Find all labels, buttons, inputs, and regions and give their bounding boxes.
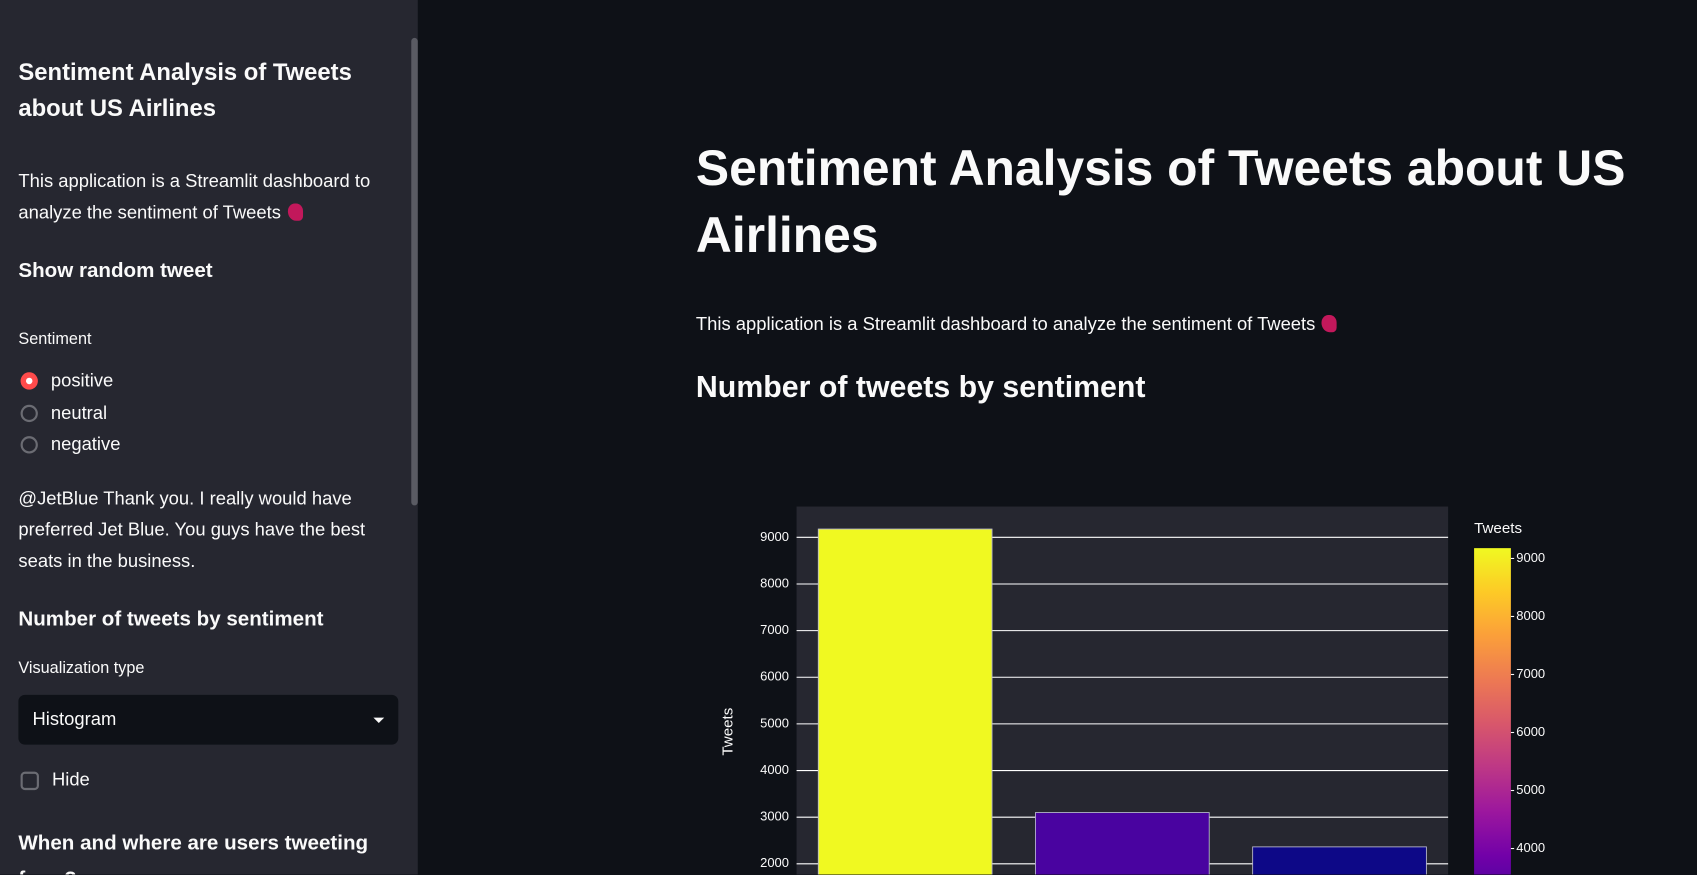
chart: 2000 3000 4000 5000 6000 7000 8000 9000 Tweets Tw… bbox=[719, 506, 1545, 875]
radio-dot[interactable] bbox=[20, 372, 38, 390]
checkbox[interactable]: Hide bbox=[20, 769, 90, 792]
text: This application is a Streamlit dashboar… bbox=[695, 313, 1316, 335]
bar bbox=[1035, 812, 1210, 875]
bird-icon bbox=[287, 203, 303, 221]
radio-text: negative bbox=[50, 434, 121, 455]
main-header: Number of tweets by sentiment bbox=[695, 370, 1146, 404]
y-tick-label: 3000 bbox=[760, 809, 789, 824]
checkbox-label: Hide bbox=[51, 769, 90, 791]
select-value: Histogram bbox=[32, 708, 117, 730]
scrollbar[interactable] bbox=[411, 37, 418, 506]
sidebar: Sentiment Analysis of Tweets about US Ai… bbox=[0, 0, 418, 875]
radio-dot[interactable] bbox=[20, 436, 38, 454]
checkbox-box[interactable] bbox=[20, 771, 39, 790]
sidebar-description: This application is a Streamlit dashboar… bbox=[18, 166, 397, 229]
select-box[interactable]: Histogram bbox=[18, 694, 399, 745]
text: This application is a Streamlit dashboar… bbox=[18, 171, 371, 223]
y-tick-label: 2000 bbox=[760, 855, 789, 870]
radio-option[interactable]: negative bbox=[18, 434, 120, 456]
y-tick-label: 9000 bbox=[760, 529, 789, 544]
radio-dot[interactable] bbox=[20, 404, 38, 422]
colorbar-tick-label: 9000 bbox=[1516, 550, 1545, 565]
caret bbox=[373, 717, 385, 723]
section-header: Number of tweets by sentiment bbox=[18, 608, 324, 631]
colorbar bbox=[1474, 548, 1511, 875]
colorbar-tick-label: 8000 bbox=[1516, 608, 1545, 623]
y-tick-label: 7000 bbox=[760, 622, 789, 637]
radio-text: positive bbox=[50, 370, 114, 391]
colorbar-tick-label: 5000 bbox=[1516, 782, 1545, 797]
radio-text: neutral bbox=[50, 402, 108, 423]
y-tick-label: 5000 bbox=[760, 715, 789, 730]
select-label: Visualization type bbox=[18, 659, 145, 678]
section-header: Show random tweet bbox=[18, 259, 213, 283]
sidebar-title: Sentiment Analysis of Tweets about US Ai… bbox=[18, 58, 352, 122]
colorbar-tick-label: 4000 bbox=[1516, 840, 1545, 855]
bird-icon bbox=[1321, 314, 1338, 333]
y-tick-label: 6000 bbox=[760, 669, 789, 684]
bar bbox=[817, 528, 993, 875]
colorbar-title: Tweets bbox=[1474, 520, 1522, 537]
y-tick-label: 4000 bbox=[760, 762, 789, 777]
colorbar-tick-label: 7000 bbox=[1516, 666, 1545, 681]
section-header: When and where are users tweeting from? bbox=[18, 832, 369, 874]
radio-option[interactable]: neutral bbox=[18, 402, 107, 424]
bar bbox=[1252, 846, 1427, 875]
y-axis-title: Tweets bbox=[719, 707, 736, 755]
y-tick-label: 8000 bbox=[760, 575, 789, 590]
radio-label: Sentiment bbox=[18, 330, 92, 349]
main-description: This application is a Streamlit dashboar… bbox=[695, 308, 1338, 339]
main-title: Sentiment Analysis of Tweets about US Ai… bbox=[695, 139, 1626, 263]
radio-option[interactable]: positive bbox=[18, 370, 113, 392]
tweet-text: @JetBlue Thank you. I really would have … bbox=[18, 488, 366, 572]
colorbar-tick-label: 6000 bbox=[1516, 724, 1545, 739]
